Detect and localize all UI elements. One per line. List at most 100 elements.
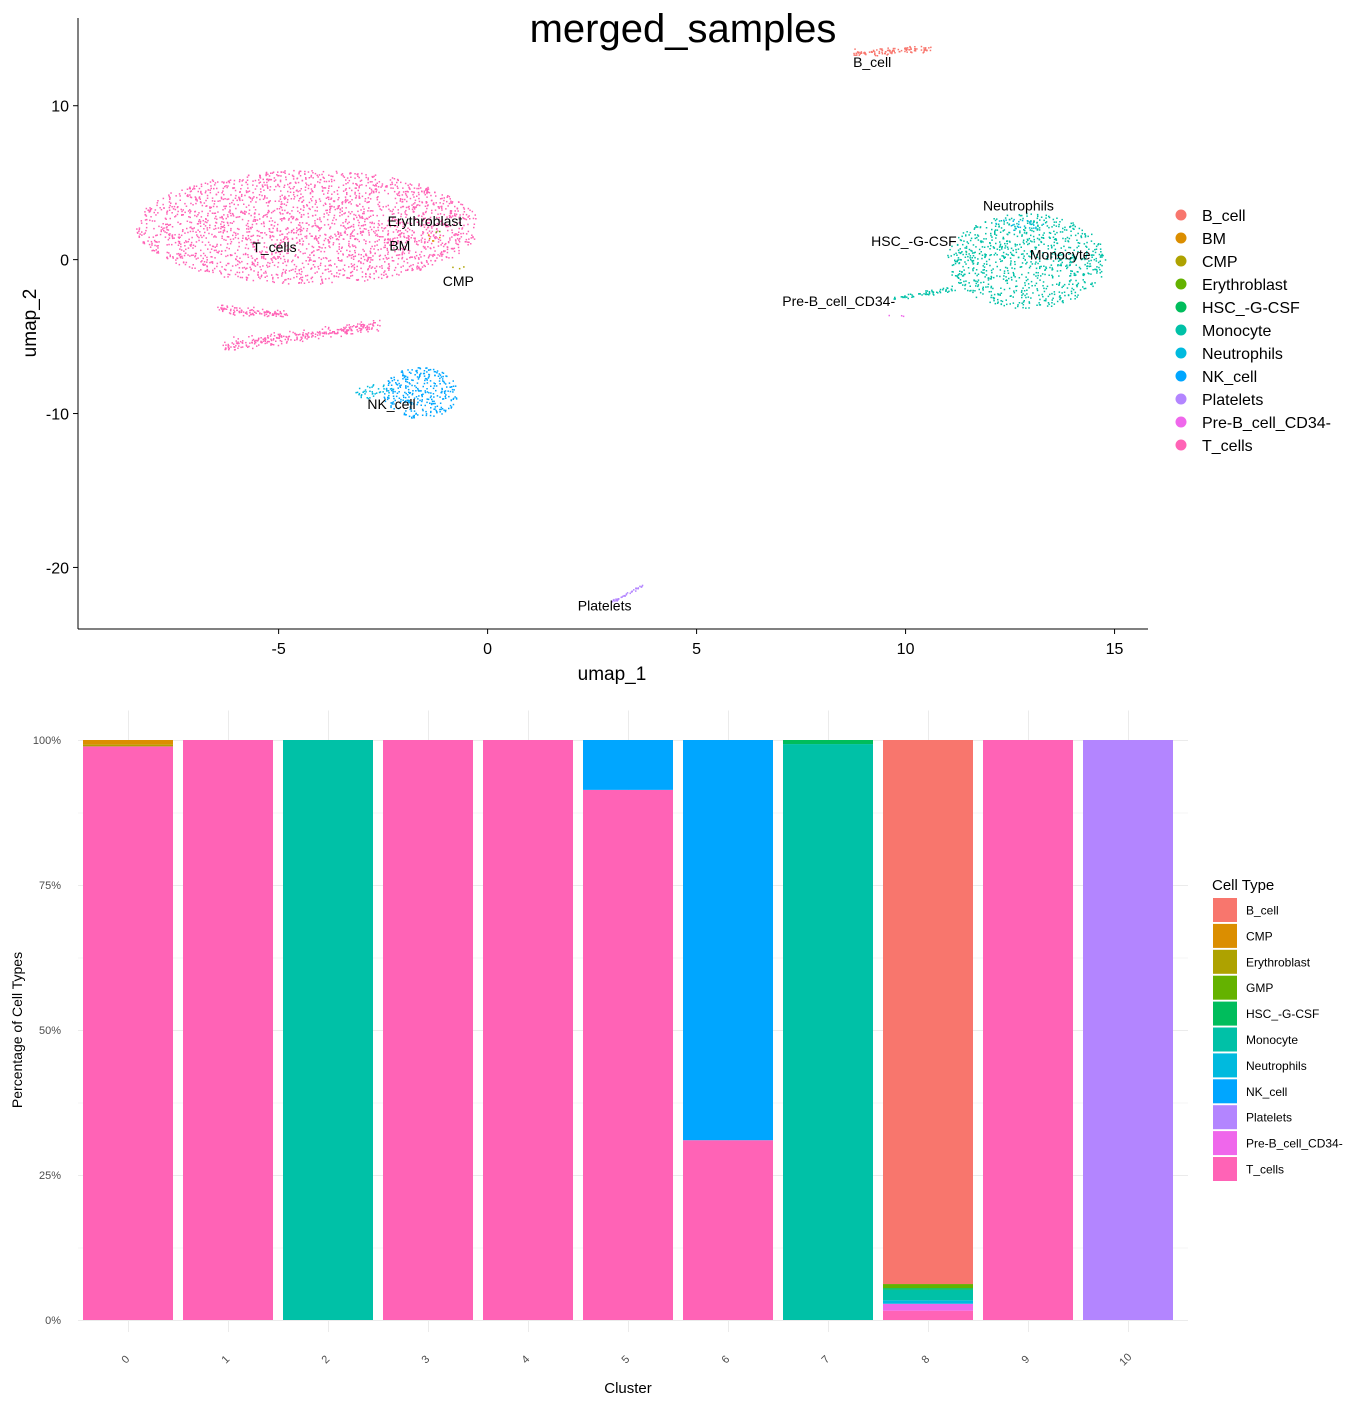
umap-point — [201, 241, 204, 243]
umap-point — [1004, 256, 1006, 258]
umap-point — [281, 271, 284, 274]
umap-point — [325, 203, 327, 205]
umap-point — [1101, 264, 1103, 267]
umap-point — [310, 267, 313, 269]
umap-point — [909, 293, 912, 295]
umap-point — [1008, 223, 1011, 225]
umap-point — [447, 229, 449, 232]
umap-point — [1066, 264, 1068, 266]
umap-point — [351, 244, 354, 246]
umap-point — [363, 325, 365, 327]
umap-point — [635, 590, 637, 592]
umap-point — [350, 329, 352, 332]
umap-point — [342, 330, 345, 332]
umap-point — [251, 226, 253, 228]
umap-point — [1027, 278, 1029, 281]
umap-point — [324, 265, 327, 267]
umap-point — [222, 230, 225, 232]
umap-point — [337, 331, 339, 333]
umap-point — [314, 209, 316, 212]
umap-point — [203, 223, 205, 225]
umap-point — [439, 239, 442, 242]
umap-point — [317, 337, 320, 340]
umap-point — [956, 260, 958, 263]
umap-point — [996, 248, 999, 250]
umap-point — [287, 219, 290, 221]
umap-point — [933, 294, 935, 296]
umap-point — [231, 305, 234, 307]
umap-point — [244, 247, 247, 249]
umap-point — [247, 225, 250, 228]
umap-point — [1028, 227, 1031, 229]
umap-point — [981, 254, 984, 256]
umap-point — [400, 266, 402, 268]
umap-legend-swatch — [1175, 232, 1187, 244]
umap-point — [386, 249, 389, 251]
umap-point — [323, 213, 325, 215]
umap-point — [261, 194, 263, 197]
umap-point — [197, 214, 199, 216]
umap-point — [384, 244, 386, 246]
umap-point — [395, 395, 398, 398]
umap-point — [232, 199, 234, 202]
umap-point — [189, 190, 192, 193]
umap-point — [265, 313, 268, 315]
umap-point — [299, 243, 301, 245]
umap-point — [233, 312, 235, 314]
umap-point — [1001, 248, 1003, 250]
umap-point — [311, 170, 313, 172]
umap-point — [321, 185, 323, 188]
umap-point — [1074, 225, 1076, 228]
umap-point — [405, 194, 408, 197]
umap-point — [382, 391, 384, 393]
umap-point — [362, 212, 364, 215]
umap-point — [289, 278, 292, 280]
umap-point — [303, 329, 305, 331]
umap-point — [440, 244, 442, 246]
umap-point — [1069, 260, 1072, 263]
umap-point — [284, 195, 286, 198]
umap-point — [399, 230, 401, 232]
umap-point — [238, 345, 240, 347]
umap-point — [443, 197, 445, 199]
umap-point — [336, 266, 338, 268]
umap-point — [311, 280, 314, 283]
umap-point — [411, 204, 413, 206]
umap-point — [269, 312, 271, 314]
bar-stack-cluster-5 — [583, 740, 673, 1320]
umap-point — [260, 191, 262, 193]
umap-point — [379, 254, 382, 257]
umap-point — [300, 216, 302, 218]
umap-point — [363, 208, 365, 210]
umap-point — [1021, 296, 1023, 299]
umap-point — [307, 332, 310, 334]
umap-point — [447, 241, 450, 243]
umap-point — [400, 181, 402, 184]
umap-point — [230, 346, 232, 348]
umap-point — [383, 396, 386, 399]
umap-point — [226, 198, 228, 201]
umap-point — [286, 201, 289, 203]
umap-point — [449, 225, 452, 227]
umap-point — [300, 273, 302, 276]
umap-point — [1051, 292, 1053, 295]
umap-point — [270, 338, 272, 341]
umap-point — [1017, 305, 1019, 308]
umap-point — [400, 206, 402, 209]
umap-point — [436, 237, 438, 239]
umap-point — [292, 175, 295, 178]
umap-point — [413, 410, 416, 412]
umap-point — [1104, 259, 1107, 261]
umap-point — [437, 375, 440, 377]
umap-point — [344, 200, 346, 202]
umap-point — [169, 197, 171, 199]
umap-point — [993, 299, 995, 302]
umap-point — [404, 182, 407, 185]
umap-point — [222, 232, 224, 234]
umap-point — [354, 249, 356, 252]
umap-point — [853, 54, 855, 56]
umap-point — [204, 221, 207, 223]
umap-point — [904, 295, 906, 297]
umap-point — [360, 396, 362, 399]
umap-point — [407, 388, 410, 391]
